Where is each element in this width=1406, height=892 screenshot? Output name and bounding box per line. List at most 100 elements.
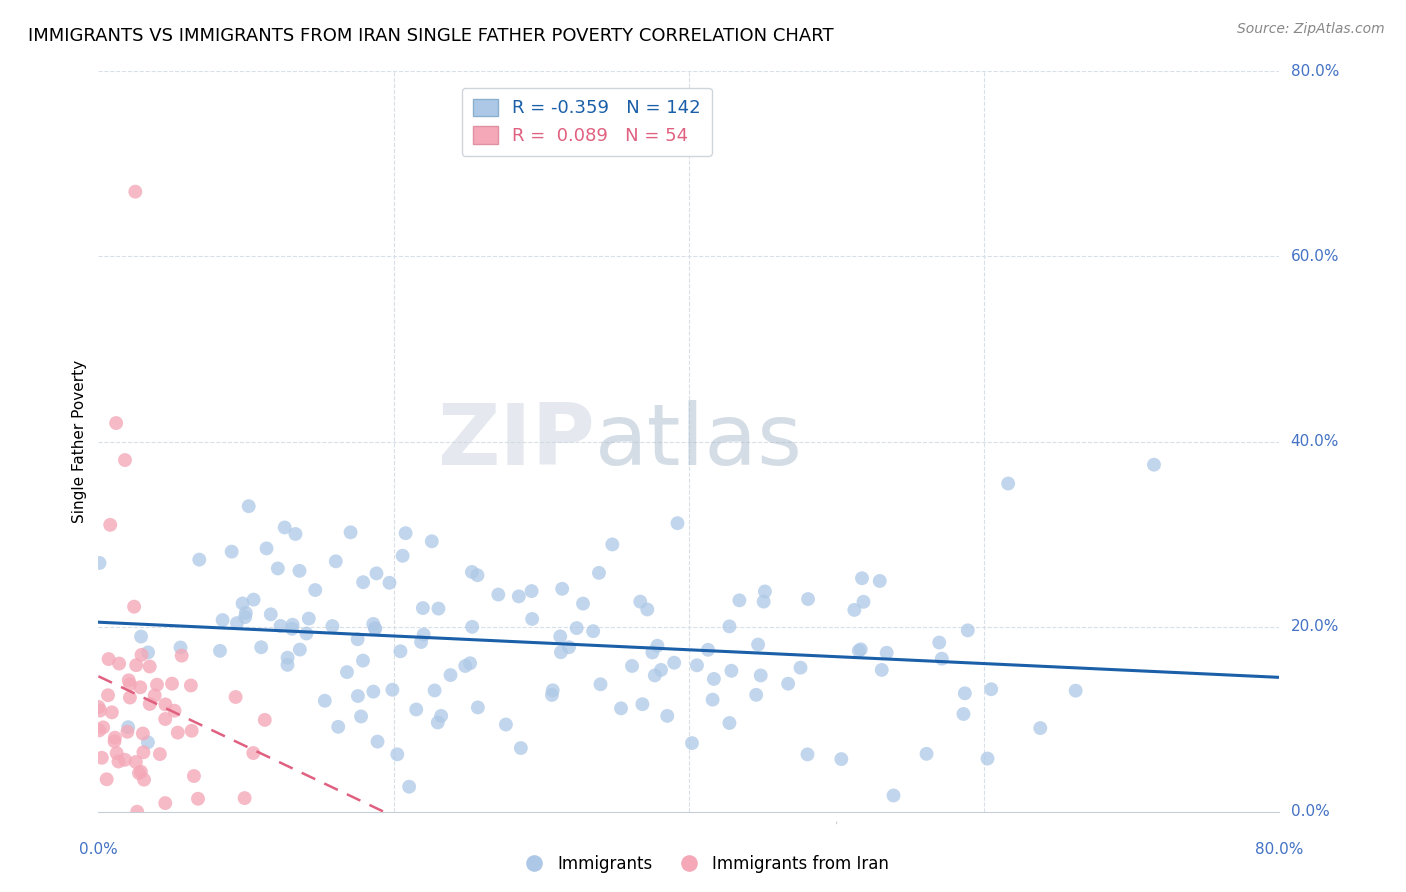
Point bbox=[90, 751, 112, 765]
Point bbox=[647, 639, 669, 653]
Point bbox=[394, 526, 416, 541]
Point bbox=[830, 752, 852, 766]
Text: 0.0%: 0.0% bbox=[1291, 805, 1329, 819]
Point bbox=[321, 619, 343, 633]
Point bbox=[363, 684, 385, 698]
Point bbox=[572, 597, 595, 611]
Point bbox=[686, 658, 709, 673]
Point bbox=[662, 656, 685, 670]
Point bbox=[325, 554, 347, 568]
Point bbox=[128, 766, 150, 780]
Point bbox=[454, 659, 477, 673]
Point bbox=[298, 611, 321, 625]
Point bbox=[170, 648, 193, 663]
Point bbox=[101, 706, 124, 720]
Point bbox=[361, 616, 384, 631]
Text: atlas: atlas bbox=[595, 400, 803, 483]
Point bbox=[91, 720, 114, 734]
Point bbox=[426, 715, 449, 730]
Point bbox=[931, 651, 953, 665]
Point bbox=[398, 780, 420, 794]
Point bbox=[548, 629, 571, 643]
Point bbox=[149, 747, 172, 761]
Point bbox=[366, 566, 388, 581]
Point bbox=[97, 652, 120, 666]
Point bbox=[467, 568, 489, 582]
Point bbox=[336, 665, 359, 679]
Point bbox=[636, 602, 658, 616]
Point bbox=[276, 657, 298, 672]
Point bbox=[117, 720, 139, 734]
Point bbox=[628, 594, 651, 608]
Point bbox=[166, 725, 188, 739]
Point bbox=[389, 644, 412, 658]
Point bbox=[610, 701, 633, 715]
Point bbox=[180, 723, 202, 738]
Point bbox=[754, 584, 776, 599]
Point bbox=[405, 702, 427, 716]
Point bbox=[288, 564, 311, 578]
Point bbox=[851, 571, 873, 585]
Point bbox=[281, 617, 304, 632]
Point bbox=[409, 635, 432, 649]
Point bbox=[232, 597, 254, 611]
Point bbox=[869, 574, 891, 588]
Point bbox=[183, 769, 205, 783]
Point bbox=[1143, 458, 1166, 472]
Point bbox=[364, 622, 387, 636]
Point bbox=[132, 745, 155, 759]
Point bbox=[108, 657, 131, 671]
Point bbox=[256, 541, 278, 556]
Point bbox=[328, 720, 350, 734]
Point bbox=[104, 731, 127, 745]
Point bbox=[235, 606, 257, 620]
Point bbox=[127, 805, 149, 819]
Point bbox=[876, 646, 898, 660]
Text: IMMIGRANTS VS IMMIGRANTS FROM IRAN SINGLE FATHER POVERTY CORRELATION CHART: IMMIGRANTS VS IMMIGRANTS FROM IRAN SINGL… bbox=[28, 27, 834, 45]
Point bbox=[844, 603, 866, 617]
Point bbox=[551, 582, 574, 596]
Point bbox=[117, 724, 139, 739]
Point bbox=[458, 657, 481, 671]
Point bbox=[346, 632, 368, 647]
Point bbox=[352, 575, 374, 590]
Point bbox=[387, 747, 409, 762]
Point bbox=[508, 590, 530, 604]
Point bbox=[718, 716, 741, 731]
Point bbox=[1029, 721, 1052, 735]
Point bbox=[778, 676, 800, 690]
Point bbox=[347, 689, 370, 703]
Text: 80.0%: 80.0% bbox=[1256, 842, 1303, 857]
Point bbox=[225, 690, 247, 704]
Point bbox=[364, 621, 387, 635]
Text: 60.0%: 60.0% bbox=[1291, 249, 1339, 264]
Point bbox=[87, 700, 110, 714]
Point bbox=[96, 772, 118, 787]
Point bbox=[378, 575, 401, 590]
Point bbox=[180, 678, 202, 692]
Point bbox=[281, 622, 304, 636]
Point bbox=[749, 668, 772, 682]
Point bbox=[752, 594, 775, 608]
Point bbox=[796, 747, 818, 762]
Point bbox=[143, 689, 166, 703]
Point bbox=[423, 683, 446, 698]
Point bbox=[956, 624, 979, 638]
Point bbox=[267, 561, 290, 575]
Point bbox=[118, 673, 141, 688]
Point bbox=[461, 565, 484, 579]
Point bbox=[602, 537, 624, 551]
Point bbox=[129, 630, 152, 644]
Point bbox=[541, 683, 564, 698]
Point bbox=[589, 677, 612, 691]
Point bbox=[122, 599, 145, 614]
Point bbox=[952, 706, 974, 721]
Point bbox=[467, 700, 489, 714]
Point bbox=[747, 638, 769, 652]
Point bbox=[352, 654, 374, 668]
Point bbox=[107, 755, 129, 769]
Point bbox=[288, 642, 311, 657]
Point bbox=[350, 709, 373, 723]
Point bbox=[260, 607, 283, 622]
Point bbox=[103, 734, 125, 748]
